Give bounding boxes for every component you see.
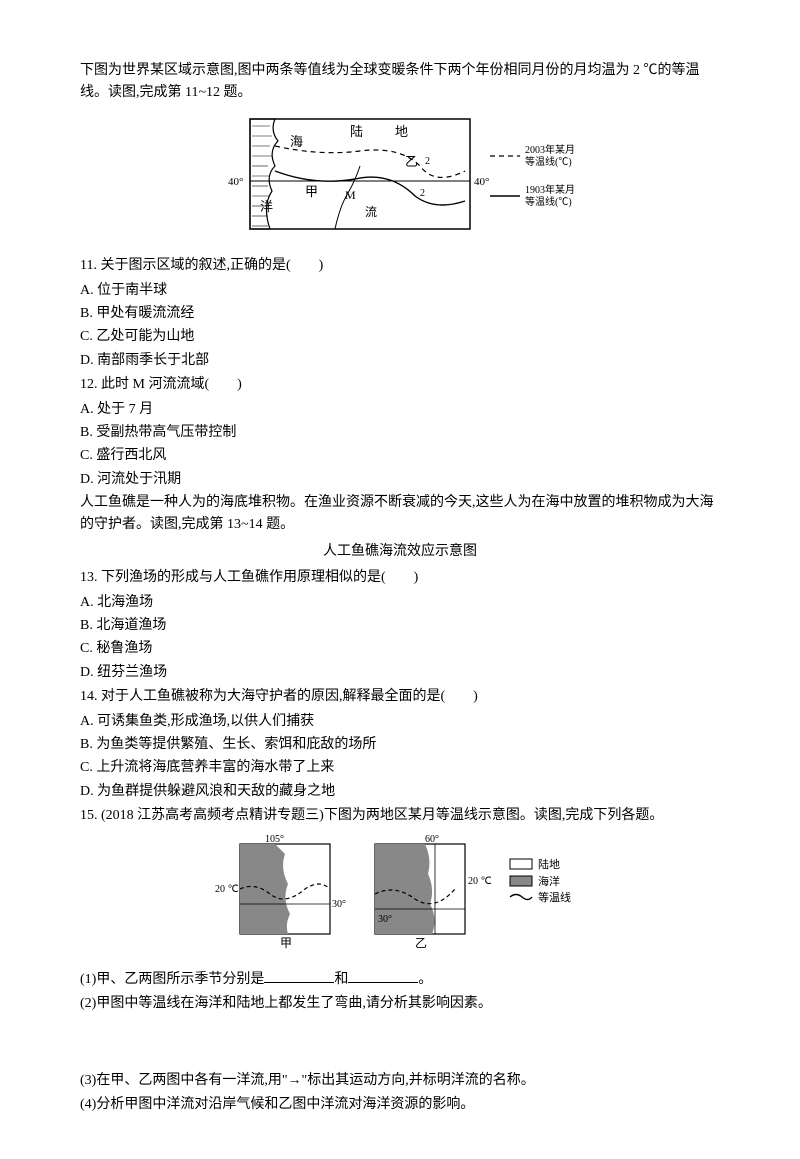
q15-sub1a: (1)甲、乙两图所示季节分别是 bbox=[80, 972, 264, 987]
svg-text:60°: 60° bbox=[425, 834, 439, 845]
svg-text:甲: 甲 bbox=[305, 184, 318, 199]
lat-left: 40° bbox=[228, 176, 243, 188]
svg-text:30°: 30° bbox=[378, 914, 392, 925]
svg-text:海洋: 海洋 bbox=[538, 874, 560, 888]
figure2-caption: 人工鱼礁海流效应示意图 bbox=[80, 541, 720, 563]
q14-c: C. 上升流将海底营养丰富的海水带了上来 bbox=[80, 757, 720, 779]
passage2-intro: 人工鱼礁是一种人为的海底堆积物。在渔业资源不断衰减的今天,这些人为在海中放置的堆… bbox=[80, 492, 720, 537]
q15-sub1b: 和 bbox=[334, 972, 348, 987]
svg-text:地: 地 bbox=[395, 124, 408, 139]
q11-b: B. 甲处有暖流流经 bbox=[80, 303, 720, 325]
q11-a: A. 位于南半球 bbox=[80, 280, 720, 302]
figure-3: 105° 20 ℃ 30° 甲 60° 20 ℃ 30° 乙 陆地 海洋 等温线 bbox=[80, 834, 720, 962]
q12-d: D. 河流处于汛期 bbox=[80, 469, 720, 491]
q11-stem: 11. 关于图示区域的叙述,正确的是( ) bbox=[80, 255, 720, 277]
svg-text:105°: 105° bbox=[265, 834, 284, 845]
svg-text:20 ℃: 20 ℃ bbox=[215, 884, 239, 895]
q11-d: D. 南部雨季长于北部 bbox=[80, 350, 720, 372]
q14-d: D. 为鱼群提供躲避风浪和天敌的藏身之地 bbox=[80, 781, 720, 803]
q14-stem: 14. 对于人工鱼礁被称为大海守护者的原因,解释最全面的是( ) bbox=[80, 686, 720, 708]
q13-b: B. 北海道渔场 bbox=[80, 615, 720, 637]
blank-1[interactable] bbox=[264, 968, 334, 983]
svg-text:海: 海 bbox=[290, 134, 303, 149]
q14-b: B. 为鱼类等提供繁殖、生长、索饵和庇敌的场所 bbox=[80, 734, 720, 756]
svg-text:20 ℃: 20 ℃ bbox=[468, 876, 492, 887]
figure-1: 40° 40° 海 洋 甲 M 乙 陆 地 流 2 2 2003年某月 等温线(… bbox=[80, 111, 720, 249]
q15-sub4: (4)分析甲图中洋流对沿岸气候和乙图中洋流对海洋资源的影响。 bbox=[80, 1094, 720, 1116]
q12-c: C. 盛行西北风 bbox=[80, 445, 720, 467]
svg-text:1903年某月: 1903年某月 bbox=[525, 183, 575, 196]
q13-d: D. 纽芬兰渔场 bbox=[80, 662, 720, 684]
q15-sub3: (3)在甲、乙两图中各有一洋流,用"→"标出其运动方向,并标明洋流的名称。 bbox=[80, 1070, 720, 1092]
q13-a: A. 北海渔场 bbox=[80, 592, 720, 614]
q13-c: C. 秘鲁渔场 bbox=[80, 638, 720, 660]
q12-a: A. 处于 7 月 bbox=[80, 399, 720, 421]
lat-right: 40° bbox=[474, 176, 489, 188]
svg-text:2: 2 bbox=[420, 188, 425, 199]
svg-text:30°: 30° bbox=[332, 899, 346, 910]
svg-text:2003年某月: 2003年某月 bbox=[525, 143, 575, 156]
svg-text:乙: 乙 bbox=[405, 154, 418, 169]
svg-text:乙: 乙 bbox=[415, 936, 427, 950]
q15-sub1c: 。 bbox=[418, 972, 432, 987]
q15-stem: 15. (2018 江苏高考高频考点精讲专题三)下图为两地区某月等温线示意图。读… bbox=[80, 805, 720, 827]
q12-stem: 12. 此时 M 河流流域( ) bbox=[80, 374, 720, 396]
svg-text:陆地: 陆地 bbox=[538, 857, 560, 871]
answer-space-1 bbox=[80, 1018, 720, 1068]
q12-b: B. 受副热带高气压带控制 bbox=[80, 422, 720, 444]
q14-a: A. 可诱集鱼类,形成渔场,以供人们捕获 bbox=[80, 711, 720, 733]
svg-text:等温线(℃): 等温线(℃) bbox=[525, 195, 572, 208]
svg-text:2: 2 bbox=[425, 156, 430, 167]
q11-c: C. 乙处可能为山地 bbox=[80, 326, 720, 348]
map1-svg: 40° 40° 海 洋 甲 M 乙 陆 地 流 2 2 2003年某月 等温线(… bbox=[220, 111, 580, 241]
svg-text:洋: 洋 bbox=[260, 199, 273, 214]
svg-text:流: 流 bbox=[365, 205, 377, 219]
svg-text:等温线(℃): 等温线(℃) bbox=[525, 155, 572, 168]
svg-text:等温线: 等温线 bbox=[538, 890, 571, 904]
svg-text:陆: 陆 bbox=[350, 124, 363, 139]
map15-svg: 105° 20 ℃ 30° 甲 60° 20 ℃ 30° 乙 陆地 海洋 等温线 bbox=[210, 834, 590, 954]
q15-sub1: (1)甲、乙两图所示季节分别是 和 。 bbox=[80, 968, 720, 991]
passage1-intro: 下图为世界某区域示意图,图中两条等值线为全球变暖条件下两个年份相同月份的月均温为… bbox=[80, 60, 720, 105]
q13-stem: 13. 下列渔场的形成与人工鱼礁作用原理相似的是( ) bbox=[80, 567, 720, 589]
q15-sub2: (2)甲图中等温线在海洋和陆地上都发生了弯曲,请分析其影响因素。 bbox=[80, 993, 720, 1015]
blank-2[interactable] bbox=[348, 968, 418, 983]
svg-text:甲: 甲 bbox=[280, 936, 292, 950]
